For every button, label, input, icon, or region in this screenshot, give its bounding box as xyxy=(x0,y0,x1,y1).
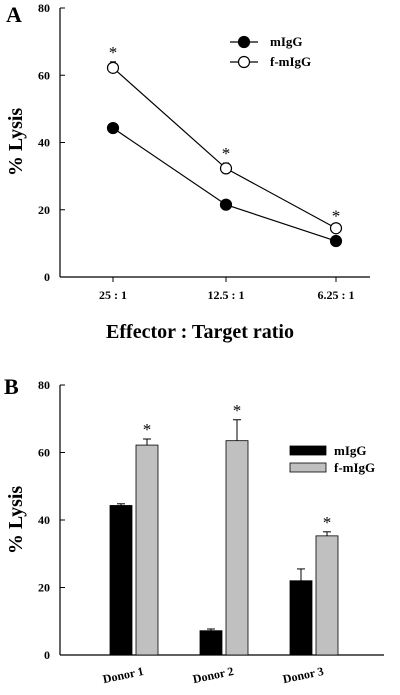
data-point-f-mIgG xyxy=(329,222,343,235)
data-point-mIgG xyxy=(329,234,343,248)
category-label: Donor 3 xyxy=(281,664,324,686)
category-label: Donor 2 xyxy=(191,664,234,686)
panel-b-legend: mIgG f-mIgG xyxy=(289,443,375,475)
panel-b-y-axis-label: % Lysis xyxy=(5,486,27,555)
significance-marker: * xyxy=(222,144,231,163)
legend-label-bar-mIgG: mIgG xyxy=(334,443,367,458)
x-tick-label: 12.5 : 1 xyxy=(208,288,245,302)
panel-b-bar-chart: % Lysis mIgG f-mIgG 0 20 40 60 80 Donor 1 Dono… xyxy=(5,378,384,686)
panel-a-legend: mIgG f-mIgG xyxy=(230,34,311,69)
panel-a-letter: A xyxy=(6,2,22,27)
significance-marker: * xyxy=(233,401,242,420)
panel-a-x-axis-label: Effector : Target ratio xyxy=(106,321,294,343)
legend-marker-f-mIgG xyxy=(237,55,251,69)
panel-a-y-axis-label: % Lysis xyxy=(5,108,27,177)
legend-label-bar-f-mIgG: f-mIgG xyxy=(334,460,375,475)
legend-swatch-f-mIgG xyxy=(289,462,327,473)
significance-marker: * xyxy=(109,43,118,62)
y-tick-label: 60 xyxy=(38,446,50,460)
y-tick-label: 20 xyxy=(38,581,50,595)
x-tick-label: 25 : 1 xyxy=(99,288,127,302)
y-tick-label: 60 xyxy=(38,68,50,82)
bar-mIgG xyxy=(199,630,223,656)
significance-marker: * xyxy=(143,420,152,439)
data-point-mIgG xyxy=(106,121,120,135)
bar-f-mIgG xyxy=(135,444,159,656)
y-tick-label: 0 xyxy=(44,270,50,284)
bar-mIgG xyxy=(109,505,133,656)
y-tick-label: 80 xyxy=(38,1,50,15)
y-tick-label: 40 xyxy=(38,136,50,150)
y-tick-label: 20 xyxy=(38,203,50,217)
panel-b-letter: B xyxy=(4,374,19,399)
bar-f-mIgG xyxy=(225,440,249,656)
y-tick-label: 40 xyxy=(38,513,50,527)
legend-label-f-mIgG: f-mIgG xyxy=(270,54,311,69)
x-tick-label: 6.25 : 1 xyxy=(318,288,355,302)
category-label: Donor 1 xyxy=(101,664,144,686)
data-point-mIgG xyxy=(219,198,233,211)
bar-f-mIgG xyxy=(315,535,339,656)
legend-label-mIgG: mIgG xyxy=(270,34,303,49)
significance-marker: * xyxy=(332,207,341,226)
y-tick-label: 80 xyxy=(38,378,50,392)
data-point-f-mIgG xyxy=(106,61,120,74)
bar-mIgG xyxy=(289,580,313,656)
panel-a-line-chart: % Lysis Effector : Target ratio mIgG f-m… xyxy=(5,1,370,343)
legend-swatch-mIgG xyxy=(289,445,327,456)
significance-marker: * xyxy=(323,513,332,532)
data-point-f-mIgG xyxy=(219,162,233,175)
y-tick-label: 0 xyxy=(44,648,50,662)
